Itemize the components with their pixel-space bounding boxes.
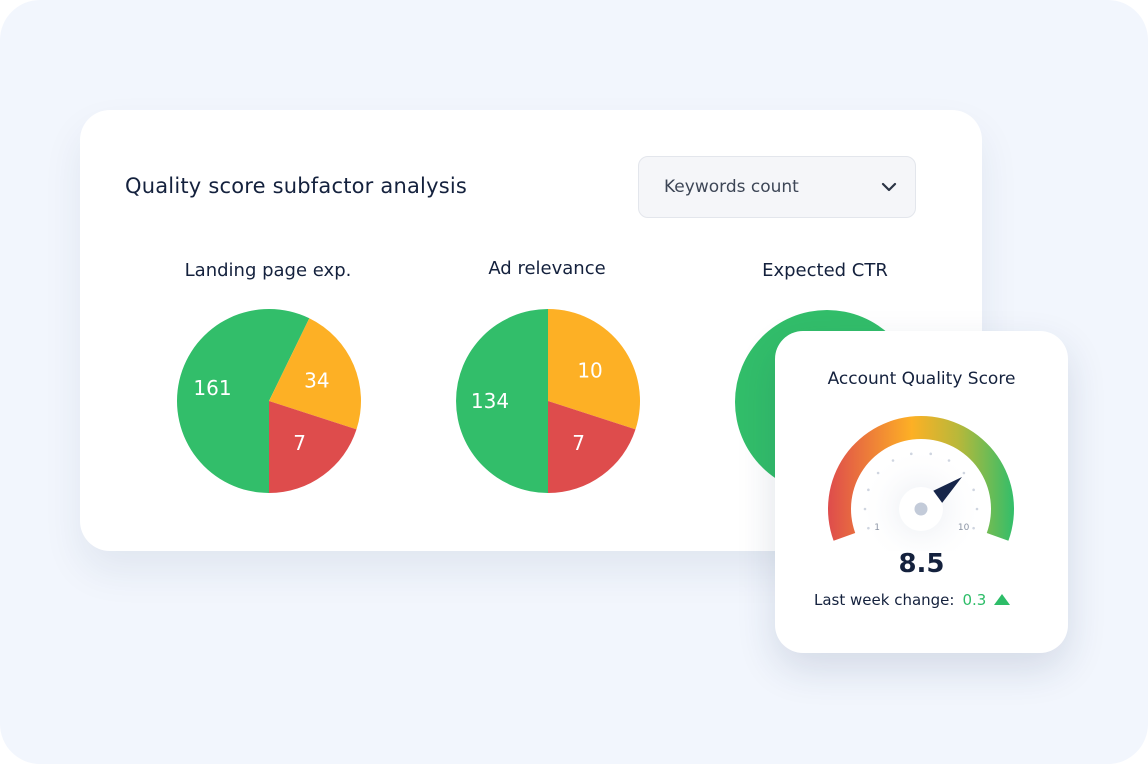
- gauge-title: Account Quality Score: [827, 369, 1016, 389]
- chevron-down-icon: [881, 182, 897, 192]
- gauge-tick: [972, 488, 975, 492]
- metric-dropdown[interactable]: Keywords count: [638, 156, 916, 218]
- pie-slice-poor: [548, 401, 636, 493]
- gauge-value: 8.5: [898, 549, 945, 579]
- pie-chart-ad-relevance: 134 10 7: [456, 309, 640, 493]
- pie-slice-poor: [269, 401, 357, 493]
- pie-title-expected-ctr: Expected CTR: [762, 260, 888, 281]
- pie-slice-label: 7: [572, 431, 585, 455]
- card-title: Quality score subfactor analysis: [125, 174, 468, 198]
- pie-slice-average: [269, 318, 361, 430]
- pie-slice-average: [548, 309, 640, 430]
- gauge-max-label: 10: [958, 523, 970, 533]
- pie-slice-good: [456, 309, 548, 493]
- triangle-up-icon: [994, 594, 1011, 605]
- gauge-tick: [962, 471, 966, 475]
- gauge-arc: [828, 416, 1014, 541]
- pie-chart-landing-page: 161 34 7: [176, 309, 361, 493]
- gauge-hub: [914, 502, 928, 516]
- last-week-change: Last week change: 0.3: [814, 591, 1011, 609]
- gauge-tick: [867, 488, 870, 492]
- gauge-tick: [947, 459, 951, 462]
- pie-slice-label: 134: [471, 389, 509, 413]
- pie-slice-label: 10: [577, 358, 602, 382]
- gauge-tick: [863, 507, 867, 511]
- quality-score-gauge: 1 10: [828, 416, 1014, 551]
- pie-slice-label: 7: [293, 431, 306, 455]
- gauge-min-label: 1: [874, 523, 880, 533]
- dropdown-value: Keywords count: [664, 177, 799, 197]
- gauge-tick: [975, 507, 979, 511]
- gauge-tick: [929, 452, 933, 456]
- pie-title-landing-page: Landing page exp.: [184, 260, 352, 281]
- pie-slice-good: [176, 309, 310, 493]
- gauge-tick: [876, 471, 880, 475]
- gauge-tick: [867, 526, 870, 530]
- gauge-tick: [972, 526, 975, 530]
- gauge-tick: [909, 452, 913, 456]
- account-quality-score-card: Account Quality Score 1 10 8.5 Last week …: [775, 331, 1068, 653]
- change-value: 0.3: [962, 591, 987, 609]
- change-label: Last week change:: [814, 591, 955, 609]
- pie-title-ad-relevance: Ad relevance: [488, 258, 606, 279]
- gauge-tick: [891, 459, 895, 462]
- pie-slice-label: 161: [193, 376, 231, 400]
- pie-slice-label: 34: [304, 369, 329, 393]
- gauge-needle: [933, 476, 962, 503]
